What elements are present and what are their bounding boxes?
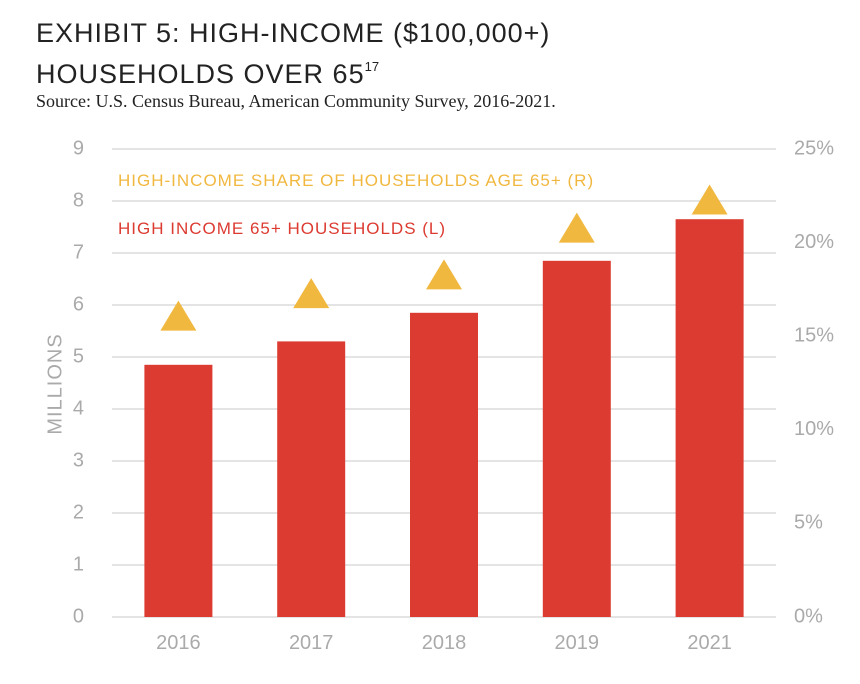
- left-tick-label: 2: [73, 501, 84, 523]
- right-tick-label: 25%: [794, 137, 834, 159]
- left-tick-label: 6: [73, 293, 84, 315]
- bar: [277, 341, 346, 617]
- x-tick-label: 2018: [422, 632, 467, 654]
- footnote-superscript: 17: [364, 59, 380, 74]
- left-axis-label: MILLIONS: [44, 333, 66, 434]
- bar: [542, 260, 611, 617]
- bar-series: [144, 219, 744, 617]
- right-tick-label: 15%: [794, 324, 834, 346]
- x-tick-label: 2019: [555, 632, 600, 654]
- triangle-point: [160, 300, 197, 331]
- left-tick-label: 8: [73, 189, 84, 211]
- right-tick-label: 5%: [794, 512, 823, 534]
- triangle-series: [160, 184, 728, 331]
- left-tick-label: 4: [73, 397, 84, 419]
- left-tick-label: 5: [73, 345, 84, 367]
- legend-share: HIGH-INCOME SHARE OF HOUSEHOLDS AGE 65+ …: [118, 171, 594, 190]
- triangle-point: [558, 212, 595, 243]
- left-tick-label: 7: [73, 241, 84, 263]
- x-tick-label: 2017: [289, 632, 334, 654]
- legend-households: HIGH INCOME 65+ HOUSEHOLDS (L): [118, 219, 446, 238]
- left-tick-label: 9: [73, 137, 84, 159]
- chart-source: Source: U.S. Census Bureau, American Com…: [36, 91, 556, 111]
- triangle-point: [691, 184, 728, 215]
- chart-title-line1: EXHIBIT 5: HIGH-INCOME ($100,000+): [36, 18, 551, 48]
- left-tick-label: 1: [73, 553, 84, 575]
- bar: [675, 219, 744, 617]
- bar: [144, 364, 213, 617]
- right-tick-label: 0%: [794, 605, 823, 627]
- right-tick-label: 20%: [794, 231, 834, 253]
- triangle-point: [426, 259, 462, 290]
- x-axis-ticks: 2016 2017 2018 2019 2021: [156, 632, 732, 654]
- left-axis-ticks: 0 1 2 3 4 5 6 7 8 9: [73, 137, 84, 627]
- right-axis-ticks: 0% 5% 10% 15% 20% 25%: [794, 137, 834, 627]
- chart-title: EXHIBIT 5: HIGH-INCOME ($100,000+) HOUSE…: [36, 16, 550, 91]
- right-tick-label: 10%: [794, 418, 834, 440]
- x-tick-label: 2016: [156, 632, 201, 654]
- bar: [410, 312, 478, 617]
- x-tick-label: 2021: [687, 632, 732, 654]
- triangle-point: [293, 278, 330, 309]
- left-tick-label: 3: [73, 449, 84, 471]
- chart-title-line2: HOUSEHOLDS OVER 65: [36, 59, 365, 89]
- left-tick-label: 0: [73, 605, 84, 627]
